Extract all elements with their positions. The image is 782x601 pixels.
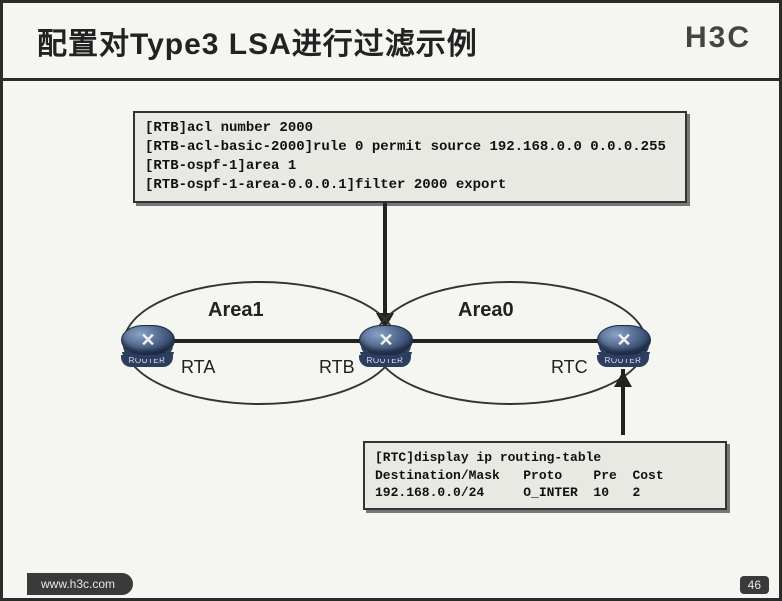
router-rtc-body: ✕	[597, 325, 651, 355]
router-arrows-icon: ✕	[378, 331, 393, 349]
arrow-rtc-to-rtbox-head	[614, 371, 632, 387]
brand-logo: H3C	[685, 21, 751, 55]
router-rtc-caption: ROUTER	[597, 355, 649, 367]
config-code-box: [RTB]acl number 2000 [RTB-acl-basic-2000…	[133, 111, 687, 203]
page-number: 46	[740, 576, 769, 594]
cfg-line-1: [RTB-acl-basic-2000]rule 0 permit source…	[145, 139, 666, 155]
area0-label: Area0	[458, 299, 514, 322]
cfg-line-3: [RTB-ospf-1-area-0.0.0.1]filter 2000 exp…	[145, 177, 506, 193]
router-rta: ✕ ROUTER	[121, 325, 173, 367]
router-rta-caption: ROUTER	[121, 355, 173, 367]
footer-url: www.h3c.com	[27, 573, 133, 595]
router-arrows-icon: ✕	[616, 331, 631, 349]
router-rtc-name: RTC	[551, 357, 588, 378]
rt-line-1: Destination/Mask Proto Pre Cost	[375, 468, 664, 483]
slide: 配置对Type3 LSA进行过滤示例 H3C [RTB]acl number 2…	[0, 0, 782, 601]
cfg-line-0: [RTB]acl number 2000	[145, 120, 313, 136]
router-rtb-name: RTB	[319, 357, 355, 378]
area1-label: Area1	[208, 299, 264, 322]
rt-line-2: 192.168.0.0/24 O_INTER 10 2	[375, 485, 640, 500]
router-rta-body: ✕	[121, 325, 175, 355]
slide-footer: www.h3c.com 46	[3, 570, 779, 598]
slide-header: 配置对Type3 LSA进行过滤示例 H3C	[3, 3, 779, 81]
router-rtc: ✕ ROUTER	[597, 325, 649, 367]
arrow-cfg-to-rtb	[383, 203, 387, 315]
router-arrows-icon: ✕	[140, 331, 155, 349]
slide-title: 配置对Type3 LSA进行过滤示例	[37, 19, 478, 63]
routing-table-box: [RTC]display ip routing-table Destinatio…	[363, 441, 727, 510]
router-rta-name: RTA	[181, 357, 215, 378]
cfg-line-2: [RTB-ospf-1]area 1	[145, 158, 296, 174]
rt-line-0: [RTC]display ip routing-table	[375, 450, 601, 465]
router-rtb-body: ✕	[359, 325, 413, 355]
router-rtb-caption: ROUTER	[359, 355, 411, 367]
diagram-canvas: [RTB]acl number 2000 [RTB-acl-basic-2000…	[3, 81, 779, 570]
router-rtb: ✕ ROUTER	[359, 325, 411, 367]
